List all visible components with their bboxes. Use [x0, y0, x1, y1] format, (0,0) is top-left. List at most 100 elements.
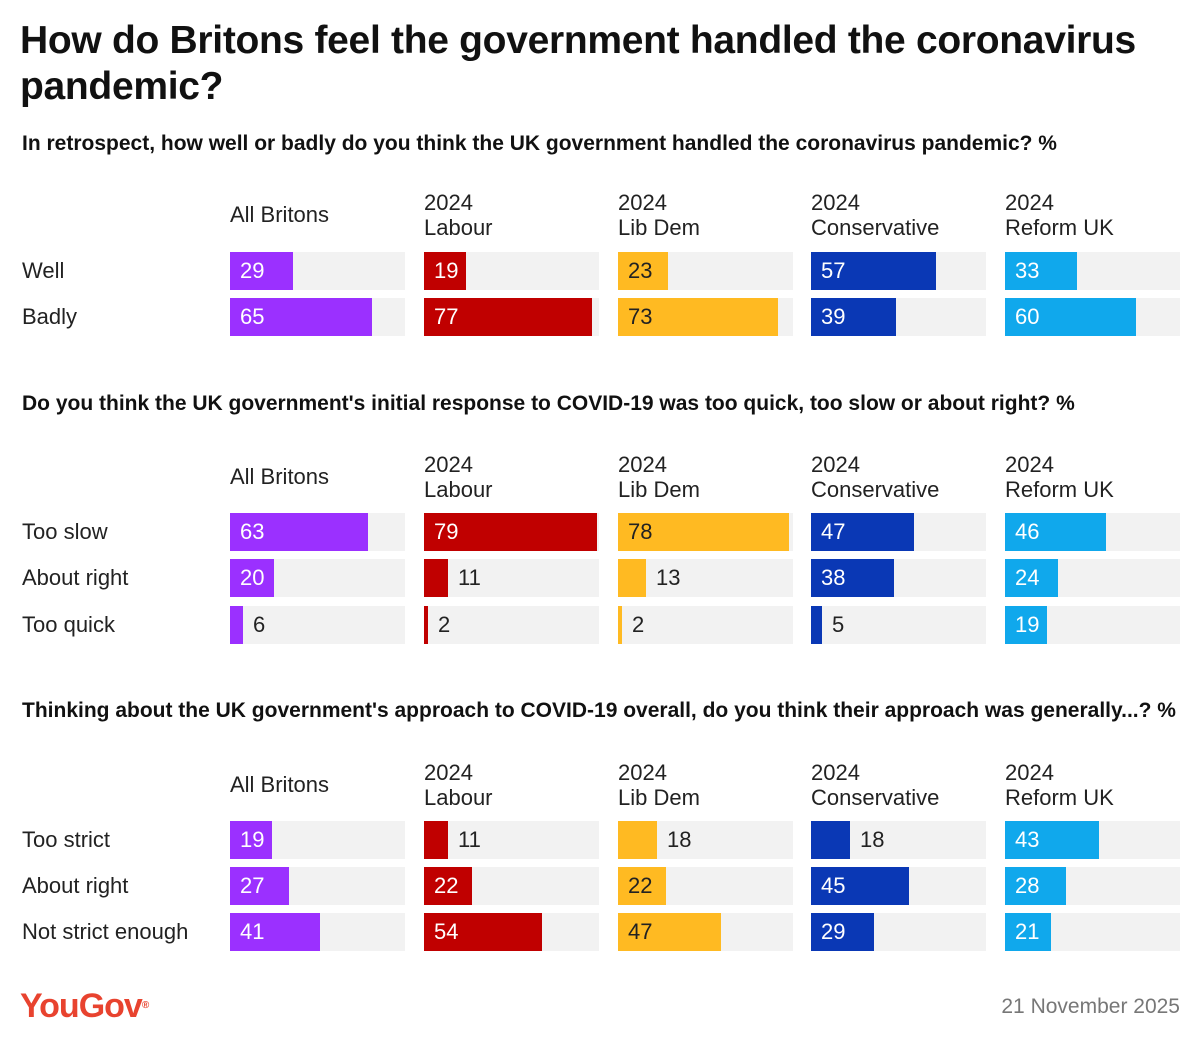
bar-track: 77 — [424, 298, 599, 336]
bar-2024-lib-dem-badly — [618, 298, 778, 336]
column-header-line: 2024 — [811, 760, 860, 785]
bar-track: 29 — [230, 252, 405, 290]
data-label: 20 — [240, 565, 265, 590]
bar-track: 23 — [618, 252, 793, 290]
bar-track: 20 — [230, 559, 405, 597]
bar-track: 39 — [811, 298, 986, 336]
bar-track: 11 — [424, 821, 599, 859]
data-label: 19 — [434, 258, 459, 283]
bar-track: 41 — [230, 913, 405, 951]
row-label-well: Well — [22, 258, 65, 283]
question-title: In retrospect, how well or badly do you … — [22, 132, 1057, 155]
bar-track: 57 — [811, 252, 986, 290]
data-label: 29 — [240, 258, 265, 283]
bar-2024-reform-uk-too-quick — [1005, 606, 1047, 644]
column-header-line: All Britons — [230, 772, 330, 797]
bar-track: 6 — [230, 606, 405, 644]
column-header-2024-conservative: 2024 Conservative — [811, 760, 991, 810]
column-header-line: 2024 — [811, 190, 860, 215]
bar-2024-conservative-too-strict — [811, 821, 850, 859]
bar-track: 5 — [811, 606, 986, 644]
data-label: 2 — [438, 612, 451, 637]
bar-track: 54 — [424, 913, 599, 951]
column-header-line: Reform UK — [1005, 477, 1114, 502]
chart-title: How do Britons feel the government handl… — [20, 19, 1136, 108]
bar-2024-conservative-not-strict-enough — [811, 913, 874, 951]
data-label: 60 — [1015, 304, 1040, 329]
bar-track: 78 — [618, 513, 793, 551]
bar-track: 19 — [1005, 606, 1180, 644]
bar-2024-conservative-badly — [811, 298, 896, 336]
column-header-line: Conservative — [811, 477, 940, 502]
bar-track: 46 — [1005, 513, 1180, 551]
bar-track: 63 — [230, 513, 405, 551]
bar-2024-conservative-too-quick — [811, 606, 822, 644]
column-header-line: 2024 — [811, 452, 860, 477]
bar-track: 65 — [230, 298, 405, 336]
data-label: 27 — [240, 873, 265, 898]
data-label: 38 — [821, 565, 846, 590]
row-label-too-strict: Too strict — [22, 827, 111, 852]
bar-2024-lib-dem-too-slow — [618, 513, 789, 551]
bar-2024-labour-about-right — [424, 559, 448, 597]
bar-track: 22 — [618, 867, 793, 905]
question-title: Thinking about the UK government's appro… — [22, 699, 1176, 722]
column-header-2024-lib-dem: 2024 Lib Dem — [618, 452, 798, 502]
data-label: 19 — [240, 827, 265, 852]
bar-2024-reform-uk-well — [1005, 252, 1077, 290]
bar-track: 19 — [230, 821, 405, 859]
data-label: 24 — [1015, 565, 1040, 590]
data-label: 47 — [821, 519, 846, 544]
data-label: 11 — [458, 827, 481, 852]
bar-track: 2 — [618, 606, 793, 644]
row-label-not-strict-enough: Not strict enough — [22, 919, 189, 944]
data-label: 43 — [1015, 827, 1040, 852]
column-header-line: Labour — [424, 785, 493, 810]
column-header-2024-conservative: 2024 Conservative — [811, 452, 991, 502]
bar-track: 18 — [618, 821, 793, 859]
bar-track: 47 — [618, 913, 793, 951]
bar-2024-reform-uk-about-right — [1005, 867, 1066, 905]
data-label: 47 — [628, 919, 653, 944]
bar-track: 13 — [618, 559, 793, 597]
data-label: 65 — [240, 304, 265, 329]
bar-2024-lib-dem-about-right — [618, 559, 646, 597]
bar-2024-labour-well — [424, 252, 466, 290]
data-label: 33 — [1015, 258, 1040, 283]
bar-track: 24 — [1005, 559, 1180, 597]
column-header-line: Conservative — [811, 215, 940, 240]
bar-2024-conservative-about-right — [811, 867, 909, 905]
column-header-line: Lib Dem — [618, 477, 700, 502]
bar-all-britons-about-right — [230, 867, 289, 905]
row-label-about-right: About right — [22, 565, 129, 590]
bar-track: 73 — [618, 298, 793, 336]
bar-2024-labour-too-slow — [424, 513, 597, 551]
column-header-2024-reform-uk: 2024 Reform UK — [1005, 190, 1185, 240]
bar-2024-conservative-about-right — [811, 559, 894, 597]
column-header-2024-lib-dem: 2024 Lib Dem — [618, 190, 798, 240]
data-label: 18 — [667, 827, 692, 852]
column-header-line: 2024 — [618, 452, 667, 477]
bar-track: 45 — [811, 867, 986, 905]
bar-track: 29 — [811, 913, 986, 951]
column-header-line: Labour — [424, 215, 493, 240]
data-label: 45 — [821, 873, 846, 898]
column-header-line: 2024 — [1005, 452, 1054, 477]
column-header-line: Lib Dem — [618, 785, 700, 810]
bar-track: 18 — [811, 821, 986, 859]
bar-2024-labour-too-quick — [424, 606, 428, 644]
column-header-line: 2024 — [424, 452, 473, 477]
column-header-2024-reform-uk: 2024 Reform UK — [1005, 760, 1185, 810]
bar-track: 11 — [424, 559, 599, 597]
data-label: 19 — [1015, 612, 1040, 637]
bar-track: 33 — [1005, 252, 1180, 290]
publish-date: 21 November 2025 — [1001, 995, 1180, 1018]
column-header-2024-conservative: 2024 Conservative — [811, 190, 991, 240]
data-label: 79 — [434, 519, 459, 544]
data-label: 23 — [628, 258, 653, 283]
bar-2024-reform-uk-too-slow — [1005, 513, 1106, 551]
bar-all-britons-not-strict-enough — [230, 913, 320, 951]
bar-2024-conservative-too-slow — [811, 513, 914, 551]
bar-2024-conservative-well — [811, 252, 936, 290]
data-label: 73 — [628, 304, 653, 329]
